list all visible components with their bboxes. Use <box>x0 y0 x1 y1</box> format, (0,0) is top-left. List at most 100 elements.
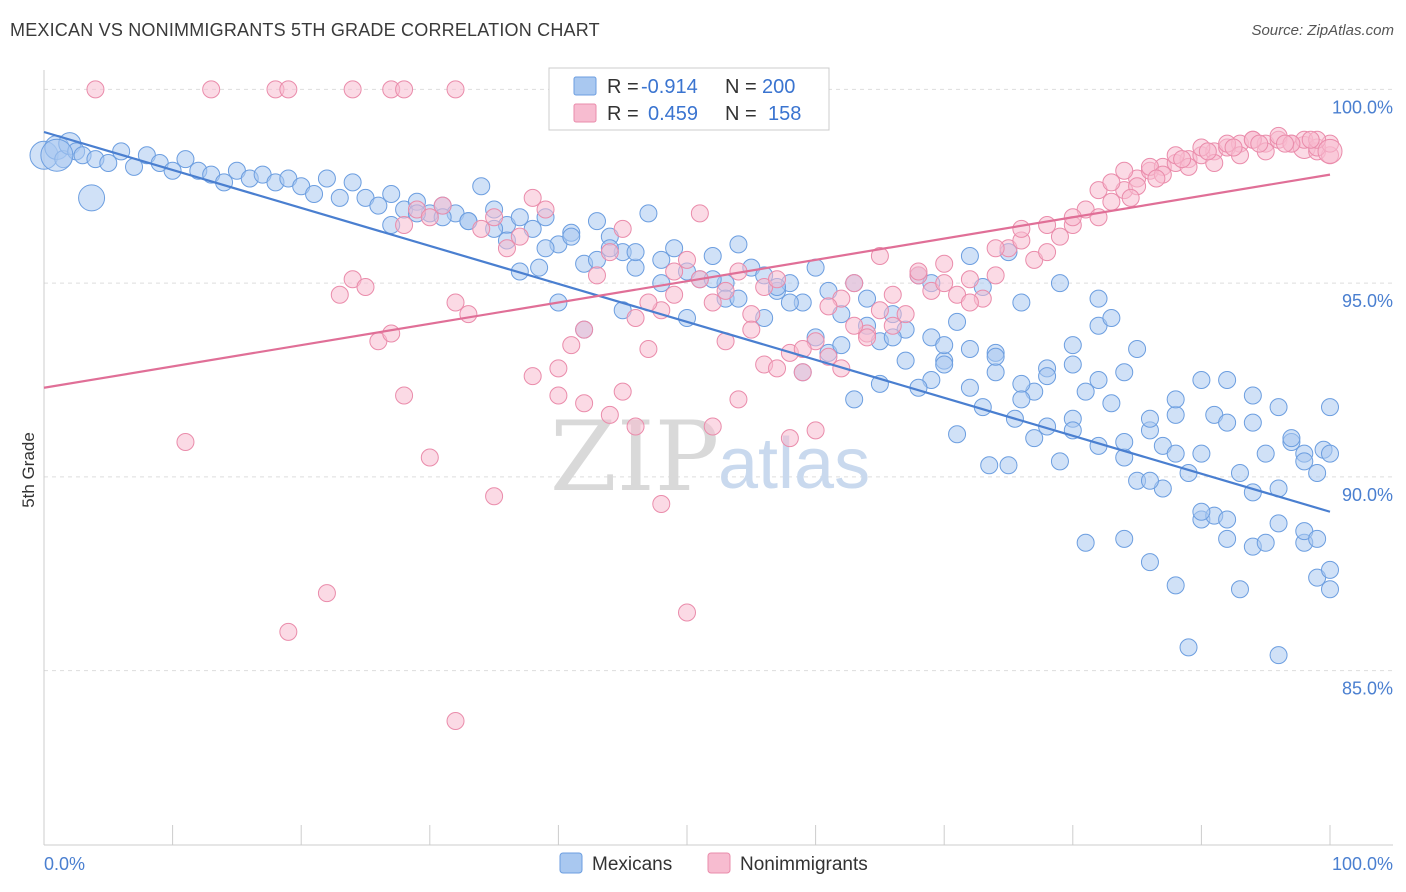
point-nonimmigrants-97 <box>652 495 671 513</box>
point-nonimmigrants-126 <box>1102 173 1121 192</box>
point-nonimmigrants-140 <box>1250 134 1269 153</box>
point-nonimmigrants-136 <box>1147 169 1166 188</box>
point-mexicans-144 <box>1321 580 1339 599</box>
point-nonimmigrants-101 <box>729 390 748 409</box>
legend-n-label-1: N = <box>725 76 757 98</box>
point-mexicans-115 <box>845 390 864 409</box>
point-nonimmigrants-31 <box>587 266 606 285</box>
point-nonimmigrants-37 <box>665 262 684 281</box>
point-mexicans-7 <box>99 154 118 172</box>
point-nonimmigrants-100 <box>703 417 722 436</box>
point-nonimmigrants-150 <box>768 359 787 378</box>
point-mexicans-121 <box>999 456 1018 475</box>
point-nonimmigrants-94 <box>575 394 594 413</box>
point-nonimmigrants-24 <box>497 239 516 258</box>
point-mexicans-25 <box>330 188 349 207</box>
point-mexicans-140 <box>1269 646 1288 665</box>
point-mexicans-157 <box>1243 386 1262 405</box>
trend-layer <box>43 130 1331 513</box>
point-mexicans-158 <box>1269 398 1288 417</box>
point-mexicans-156 <box>1218 413 1237 432</box>
point-mexicans-154 <box>1166 390 1185 409</box>
source-credit: Source: ZipAtlas.com <box>1251 22 1394 39</box>
point-nonimmigrants-0 <box>86 80 105 99</box>
legend-r-value-2: 0.459 <box>648 103 698 125</box>
point-mexicans-28 <box>369 196 388 215</box>
point-mexicans-139 <box>1256 533 1275 552</box>
point-nonimmigrants-38 <box>678 250 696 269</box>
legend-r-label-2: R = <box>607 103 639 125</box>
point-nonimmigrants-93 <box>549 386 568 405</box>
axes <box>43 70 1393 846</box>
point-nonimmigrants-26 <box>523 188 542 207</box>
point-mexicans-141 <box>1282 429 1301 448</box>
point-mexicans-56 <box>729 235 748 254</box>
chart-title: MEXICAN VS NONIMMIGRANTS 5TH GRADE CORRE… <box>10 20 600 40</box>
point-mexicans-66 <box>858 289 877 308</box>
point-nonimmigrants-151 <box>793 340 812 358</box>
y-tick-label-0: 85.0% <box>1342 679 1393 699</box>
point-nonimmigrants-111 <box>986 239 1005 258</box>
series-mexicans <box>29 132 1339 665</box>
point-nonimmigrants-149 <box>742 320 761 339</box>
point-nonimmigrants-35 <box>639 340 658 358</box>
point-mexicans-73 <box>948 312 967 331</box>
point-nonimmigrants-18 <box>420 208 439 227</box>
point-mexicans-119 <box>948 425 967 444</box>
bottom-legend-swatch-nonimmigrants <box>707 852 731 874</box>
point-nonimmigrants-4 <box>343 80 362 99</box>
point-mexicans-95 <box>1230 464 1249 482</box>
point-mexicans-133 <box>1179 638 1198 657</box>
point-nonimmigrants-89 <box>395 386 414 405</box>
point-mexicans-194 <box>1218 529 1237 548</box>
point-mexicans-104 <box>78 184 106 212</box>
point-nonimmigrants-154 <box>870 301 889 320</box>
point-mexicans-179 <box>832 336 851 355</box>
point-nonimmigrants-138 <box>1198 142 1217 161</box>
point-nonimmigrants-141 <box>1275 134 1294 153</box>
point-nonimmigrants-55 <box>896 305 915 324</box>
point-nonimmigrants-103 <box>780 429 799 448</box>
point-nonimmigrants-153 <box>845 316 864 335</box>
point-mexicans-127 <box>1102 309 1121 327</box>
point-nonimmigrants-6 <box>395 80 414 99</box>
point-nonimmigrants-96 <box>626 417 645 436</box>
point-mexicans-146 <box>960 378 979 397</box>
point-nonimmigrants-1 <box>202 80 221 99</box>
point-nonimmigrants-19 <box>433 196 452 215</box>
point-mexicans-82 <box>1063 336 1082 355</box>
point-nonimmigrants-58 <box>935 274 954 293</box>
point-mexicans-155 <box>1192 371 1211 389</box>
point-mexicans-168 <box>536 239 555 258</box>
point-nonimmigrants-142 <box>1301 130 1320 149</box>
point-mexicans-13 <box>176 150 195 169</box>
point-nonimmigrants-29 <box>562 336 581 355</box>
point-nonimmigrants-113 <box>1038 216 1057 234</box>
point-nonimmigrants-20 <box>446 293 465 312</box>
point-mexicans-185 <box>986 347 1005 366</box>
y-axis-label: 5th Grade <box>19 432 38 508</box>
point-mexicans-39 <box>510 208 529 227</box>
point-nonimmigrants-25 <box>510 227 529 246</box>
point-mexicans-103 <box>1321 444 1339 463</box>
point-mexicans-91 <box>1179 464 1198 482</box>
point-nonimmigrants-22 <box>472 219 491 238</box>
bottom-legend-mexicans: Mexicans <box>592 854 672 875</box>
bottom-legend-swatch-mexicans <box>559 852 583 874</box>
point-nonimmigrants-34 <box>626 309 645 327</box>
bottom-legend-nonimmigrants: Nonimmigrants <box>740 854 868 875</box>
point-mexicans-36 <box>472 177 491 196</box>
point-mexicans-193 <box>1192 502 1211 521</box>
point-mexicans-153 <box>1140 409 1159 428</box>
point-nonimmigrants-51 <box>845 274 864 293</box>
point-mexicans-97 <box>1256 444 1275 463</box>
point-mexicans-94 <box>1218 371 1237 389</box>
point-mexicans-130 <box>1140 553 1159 572</box>
point-nonimmigrants-90 <box>420 448 439 467</box>
point-mexicans-200 <box>980 456 999 475</box>
point-nonimmigrants-99 <box>446 712 465 730</box>
point-mexicans-92 <box>1192 444 1211 463</box>
point-nonimmigrants-49 <box>819 347 838 366</box>
point-nonimmigrants-98 <box>678 603 696 622</box>
point-mexicans-48 <box>626 258 645 277</box>
